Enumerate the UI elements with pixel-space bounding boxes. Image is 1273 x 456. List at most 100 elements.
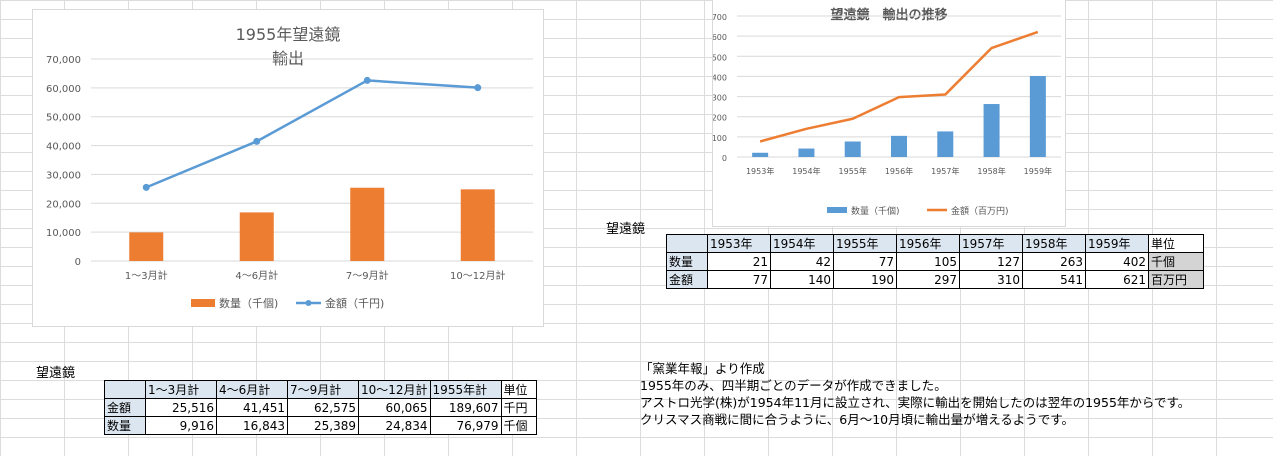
row-label-cell[interactable]: 数量 [104, 416, 146, 435]
table-row: 金額 77 140 190 297 310 541 621 百万円 [666, 270, 1204, 289]
unit-cell-selected[interactable]: 千個 [1148, 252, 1204, 271]
x-tick-label: 1953年 [746, 166, 774, 176]
value-cell[interactable]: 310 [959, 270, 1023, 289]
bar [752, 152, 769, 157]
x-tick-label: 1958年 [977, 166, 1005, 176]
table-corner-cell[interactable] [104, 380, 146, 399]
note-line[interactable]: 1955年のみ、四半期ごとのデータが作成できました。 [640, 378, 947, 393]
value-cell[interactable]: 24,834 [358, 416, 431, 435]
value-cell[interactable]: 541 [1022, 270, 1086, 289]
left-chart-svg: 1955年望遠鏡 輸出 70,00060,00050,00040,00030,0… [46, 25, 533, 310]
bar [129, 232, 164, 261]
value-cell[interactable]: 621 [1085, 270, 1149, 289]
left-chart[interactable]: 1955年望遠鏡 輸出 70,000 60,000 50,000 40,000 30,0… [32, 9, 544, 327]
header-cell[interactable]: 1955年 [833, 234, 897, 253]
value-cell[interactable]: 297 [896, 270, 960, 289]
right-chart-legend: 数量（千個) 金額（百万円) [827, 205, 1009, 217]
note-line[interactable]: アストロ光学(株)が1954年11月に設立され、実際に輸出を開始したのは翌年の1… [640, 395, 1191, 410]
table-row: 金額 25,516 41,451 62,575 60,065 189,607 千… [104, 398, 537, 417]
value-cell[interactable]: 41,451 [216, 398, 288, 417]
y-tick-label: 300 [713, 94, 727, 103]
header-cell[interactable]: 7～9月計 [287, 380, 359, 399]
series-line [145, 79, 478, 189]
value-cell[interactable]: 21 [707, 252, 771, 271]
x-tick-label: 7～9月計 [346, 269, 389, 282]
table-corner-cell[interactable] [666, 234, 708, 253]
y-tick-label: 10,000 [46, 228, 81, 239]
bar [350, 187, 385, 261]
bar [798, 148, 815, 157]
value-cell[interactable]: 16,843 [216, 416, 288, 435]
row-label-cell[interactable]: 金額 [104, 398, 146, 417]
y-tick-label: 50,000 [46, 113, 81, 124]
value-cell[interactable]: 263 [1022, 252, 1086, 271]
x-tick-label: 1954年 [792, 166, 820, 176]
value-cell[interactable]: 105 [896, 252, 960, 271]
x-tick-label: 4～6月計 [235, 269, 278, 282]
bar [460, 189, 495, 261]
x-tick-label: 1955年 [839, 166, 867, 176]
legend-line-marker [305, 300, 312, 306]
note-line[interactable]: クリスマス商戦に間に合うように、6月～10月頃に輸出量が増えるようです。 [640, 412, 1074, 427]
value-cell[interactable]: 77 [833, 252, 897, 271]
value-cell[interactable]: 127 [959, 252, 1023, 271]
note-line[interactable]: 「窯業年報」より作成 [640, 361, 765, 376]
header-cell[interactable]: 1～3月計 [145, 380, 217, 399]
legend-bar-label: 数量（千個) [851, 205, 900, 217]
y-tick-label: 100 [713, 134, 727, 143]
value-cell[interactable]: 42 [770, 252, 834, 271]
y-tick-label: 0 [722, 154, 727, 163]
y-tick-label: 70,000 [46, 55, 81, 66]
header-cell[interactable]: 4～6月計 [216, 380, 288, 399]
line-point [142, 183, 150, 191]
bar [239, 212, 274, 261]
header-cell[interactable]: 1956年 [896, 234, 960, 253]
notes-block: 「窯業年報」より作成 1955年のみ、四半期ごとのデータが作成できました。 アス… [640, 360, 1190, 428]
line-point [253, 137, 261, 145]
table-row: 数量 9,916 16,843 25,389 24,834 76,979 千個 [104, 416, 537, 435]
value-cell[interactable]: 9,916 [145, 416, 217, 435]
bar [983, 104, 1000, 157]
unit-cell[interactable]: 千円 [500, 398, 537, 417]
y-tick-label: 20,000 [46, 199, 81, 210]
header-cell[interactable]: 1954年 [770, 234, 834, 253]
left-chart-title-line1: 1955年望遠鏡 [236, 25, 341, 44]
legend-bar-label: 数量（千個) [219, 297, 278, 310]
x-tick-label: 1～3月計 [125, 269, 168, 282]
x-tick-label: 1956年 [885, 166, 913, 176]
value-cell[interactable]: 140 [770, 270, 834, 289]
unit-header-cell[interactable]: 単位 [500, 380, 537, 399]
row-label-cell[interactable]: 金額 [666, 270, 708, 289]
unit-header-cell[interactable]: 単位 [1148, 234, 1204, 253]
header-cell[interactable]: 1955年計 [429, 380, 502, 399]
y-tick-label: 700 [713, 13, 727, 22]
y-tick-label: 500 [713, 53, 727, 62]
right-chart-title: 望遠鏡 輸出の推移 [830, 7, 947, 23]
header-cell[interactable]: 1953年 [707, 234, 771, 253]
left-chart-legend: 数量（千個) 金額（千円) [191, 296, 384, 310]
right-chart[interactable]: 望遠鏡 輸出の推移 700 600 500 400 300 200 100 0 1953年 19… [712, 0, 1066, 227]
header-cell[interactable]: 1959年 [1085, 234, 1149, 253]
y-tick-label: 600 [713, 33, 727, 42]
header-cell[interactable]: 10～12月計 [358, 380, 431, 399]
series-line [759, 30, 1039, 143]
y-tick-label: 200 [713, 114, 727, 123]
row-label-cell[interactable]: 数量 [666, 252, 708, 271]
unit-cell-selected[interactable]: 百万円 [1148, 270, 1204, 289]
header-cell[interactable]: 1958年 [1022, 234, 1086, 253]
bar [891, 135, 907, 157]
legend-line-label: 金額（千円) [325, 296, 384, 310]
header-cell[interactable]: 1957年 [959, 234, 1023, 253]
value-cell[interactable]: 77 [707, 270, 771, 289]
value-cell[interactable]: 402 [1085, 252, 1149, 271]
value-cell[interactable]: 76,979 [429, 416, 502, 435]
value-cell[interactable]: 190 [833, 270, 897, 289]
value-cell[interactable]: 62,575 [287, 398, 359, 417]
left-table-caption: 望遠鏡 [36, 366, 76, 381]
y-tick-label: 0 [75, 257, 81, 268]
value-cell[interactable]: 189,607 [429, 398, 502, 417]
value-cell[interactable]: 60,065 [358, 398, 431, 417]
unit-cell[interactable]: 千個 [500, 416, 537, 435]
value-cell[interactable]: 25,516 [145, 398, 217, 417]
value-cell[interactable]: 25,389 [287, 416, 359, 435]
